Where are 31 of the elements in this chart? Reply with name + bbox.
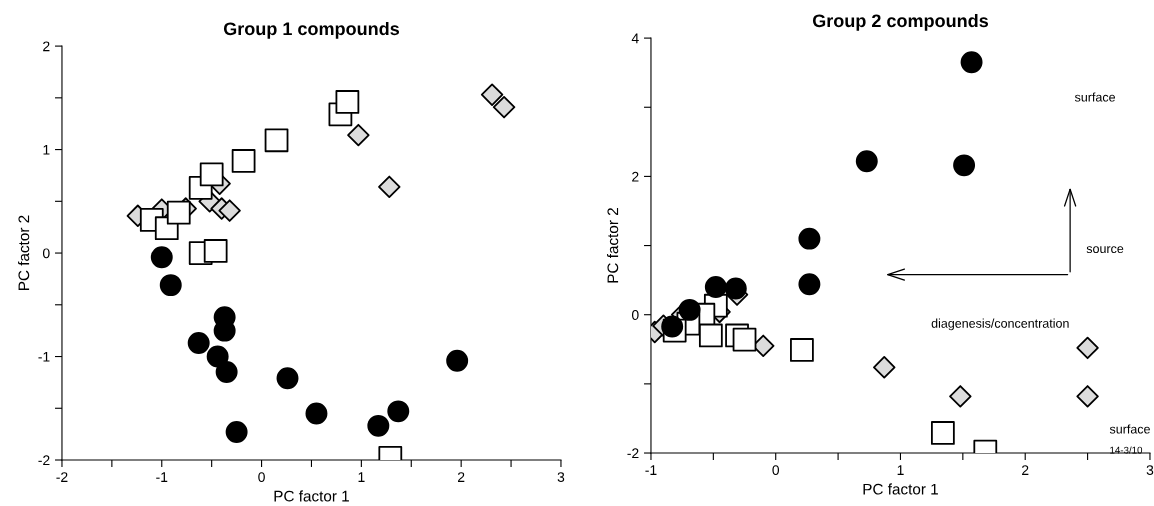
annotation: surface — [1074, 92, 1116, 102]
y-tick-label: -2 — [38, 455, 50, 466]
x-tick-label: 3 — [557, 472, 565, 483]
x-axis-title: PC factor 1 — [274, 490, 349, 502]
y-axis-title: PC factor 2 — [18, 215, 30, 290]
x-tick-label: 2 — [458, 472, 465, 482]
x-tick-label: -1 — [645, 465, 657, 475]
x-tick-label: 2 — [1022, 465, 1029, 475]
y-tick-label: 1 — [43, 145, 50, 155]
y-tick-label: 2 — [43, 41, 50, 52]
annotation: source — [1086, 246, 1124, 254]
x-axis-title: PC factor 1 — [863, 483, 938, 495]
annotation: surface — [1109, 424, 1150, 434]
chart-title: Group 1 compounds — [223, 21, 399, 39]
y-axis-title: PC factor 2 — [607, 208, 619, 283]
chart-title: Group 2 compounds — [812, 13, 988, 31]
x-tick-label: -2 — [56, 472, 68, 482]
x-tick-label: -1 — [156, 472, 168, 482]
y-tick-label: -1 — [38, 352, 50, 362]
annotation: diagenesis/concentration — [931, 318, 1069, 331]
x-tick-label: 3 — [1146, 465, 1154, 476]
annotation: 14-3/10 — [1110, 446, 1143, 454]
y-tick-label: -2 — [627, 448, 639, 459]
x-tick-label: 1 — [897, 465, 904, 475]
y-tick-label: 0 — [631, 310, 639, 320]
x-tick-label: 0 — [258, 472, 265, 483]
y-tick-label: 2 — [632, 171, 639, 182]
x-tick-label: 0 — [772, 465, 780, 476]
y-tick-label: 0 — [42, 248, 50, 259]
x-tick-label: 1 — [358, 472, 365, 482]
y-tick-label: 4 — [631, 33, 639, 44]
